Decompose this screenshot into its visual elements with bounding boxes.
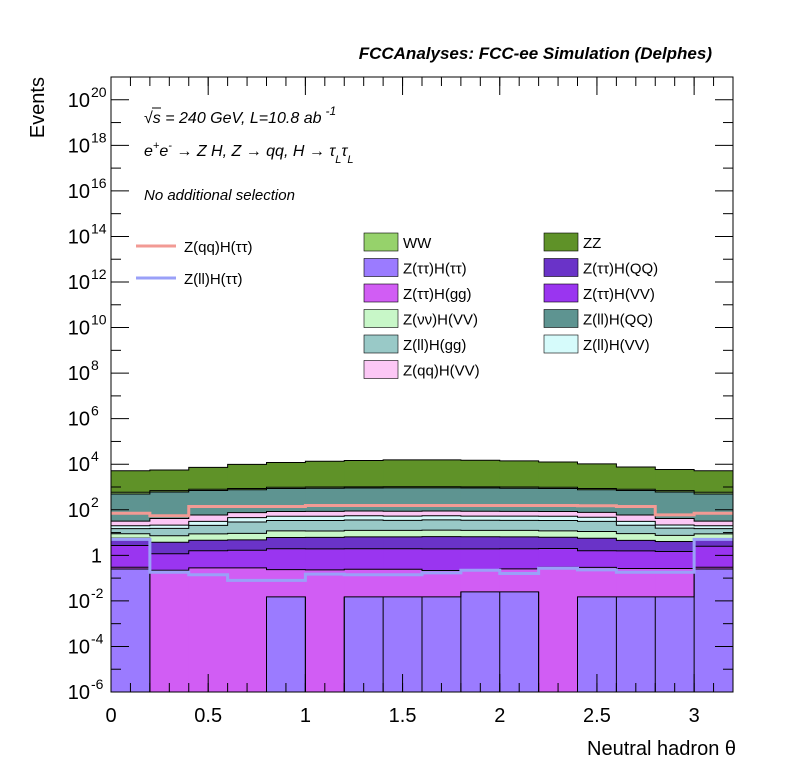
annotation-selection: No additional selection: [144, 187, 295, 204]
y-tick-exponent: 4: [91, 448, 99, 464]
stack-outline: [111, 566, 733, 572]
legend-swatch: [363, 360, 399, 379]
y-tick-exponent: 10: [91, 312, 107, 328]
stack-outline: [111, 486, 733, 493]
legend-label: Z(ττ)H(QQ): [583, 261, 658, 278]
overlay-line: [111, 503, 733, 518]
stack-bar: [460, 591, 501, 692]
legend-swatch: [543, 258, 579, 277]
y-tick-label: 10: [68, 636, 90, 658]
legend-swatch: [363, 309, 399, 328]
legend-swatch: [363, 283, 399, 303]
y-tick-exponent: 14: [91, 220, 107, 236]
legend-swatch: [363, 334, 399, 354]
legend-label: Z(ll)H(VV): [583, 337, 650, 354]
stack-bar: [305, 569, 345, 692]
stack-outline: [111, 515, 733, 527]
legend-swatch: [543, 334, 579, 354]
y-tick-exponent: 2: [91, 494, 99, 510]
stack-bar: [227, 567, 267, 692]
x-tick-label: 2.5: [583, 705, 611, 727]
x-tick-label: 0.5: [194, 705, 222, 727]
stack-bar: [111, 569, 151, 692]
plot-area: [111, 459, 734, 693]
legend-swatch: [543, 283, 579, 303]
stack-bar: [266, 596, 306, 692]
x-tick-label: 3: [689, 705, 700, 727]
y-tick-exponent: 20: [91, 84, 107, 100]
legend-label: Z(qq)H(VV): [403, 363, 480, 380]
chart-title: FCCAnalyses: FCC-ee Simulation (Delphes): [359, 44, 713, 63]
y-tick-label: 10: [68, 409, 90, 431]
stack-bar: [499, 591, 540, 692]
stack-outline: [111, 459, 733, 472]
legend-label: Z(ll)H(QQ): [583, 312, 653, 329]
annotation-process: e+e- → Z H, Z → qq, H → τLτL: [144, 140, 354, 166]
stack-outline: [111, 510, 733, 522]
legend-label: Z(ττ)H(gg): [403, 286, 472, 303]
y-tick-label: 10: [68, 181, 90, 203]
x-tick-label: 2: [494, 705, 505, 727]
y-tick-label: 10: [68, 500, 90, 522]
y-tick-label: 10: [68, 226, 90, 248]
y-tick-label: 10: [68, 272, 90, 294]
stack-outline: [111, 536, 733, 543]
legend-label: Z(ττ)H(VV): [583, 286, 655, 303]
y-tick-exponent: -2: [91, 585, 104, 601]
legend-label: Z(qq)H(ττ): [184, 239, 253, 256]
stack-bar: [344, 596, 384, 692]
legend-label: ZZ: [583, 235, 601, 252]
y-tick-label: 10: [68, 454, 90, 476]
stack-outline: [111, 529, 733, 537]
y-tick-label: 10: [68, 363, 90, 385]
stack-bar: [655, 596, 695, 692]
legend-label: Z(ll)H(ττ): [184, 271, 243, 288]
overlay-line: [111, 537, 733, 582]
legend: Z(qq)H(ττ) Z(ll)H(ττ) WW ZZ Z(ττ)H(ττ) Z(ττ)H…: [136, 232, 658, 380]
stack-bar: [188, 567, 229, 692]
y-tick-exponent: 16: [91, 175, 107, 191]
y-axis-label: Events: [27, 77, 49, 138]
y-tick-label: 10: [68, 682, 90, 704]
x-tick-label: 1: [300, 705, 311, 727]
legend-swatch: [363, 232, 399, 252]
legend-swatch: [543, 232, 579, 252]
y-tick-label: 10: [68, 318, 90, 340]
annotations: √s = 240 GeV, L=10.8 ab -1 e+e- → Z H, Z …: [144, 104, 354, 204]
stack-bar: [422, 596, 462, 692]
y-tick-exponent: 12: [91, 266, 107, 282]
y-tick-exponent: -6: [91, 676, 104, 692]
x-tick-label: 1.5: [389, 705, 417, 727]
y-tick-label: 10: [68, 591, 90, 613]
stack-bar: [149, 570, 190, 692]
stack-outline: [111, 487, 733, 495]
stack-bar: [694, 569, 734, 692]
legend-label: WW: [403, 235, 432, 252]
legend-swatch: [363, 258, 399, 277]
y-tick-label: 10: [68, 90, 90, 112]
y-tick-label: 10: [68, 135, 90, 157]
legend-swatch: [543, 309, 579, 328]
y-tick-exponent: -4: [91, 630, 104, 646]
y-tick-exponent: 8: [91, 357, 99, 373]
legend-label: Z(ττ)H(ττ): [403, 261, 467, 278]
y-tick-label: 1: [91, 545, 102, 567]
stack-outline: [111, 545, 733, 555]
legend-label: Z(νν)H(VV): [403, 312, 478, 329]
y-tick-exponent: 6: [91, 403, 99, 419]
annotation-energy: √s = 240 GeV, L=10.8 ab -1: [144, 104, 336, 127]
legend-label: Z(ll)H(gg): [403, 337, 466, 354]
stack-bar: [538, 567, 578, 692]
stack-bar: [616, 596, 656, 692]
x-tick-label: 0: [105, 705, 116, 727]
stack-outline: [111, 519, 733, 530]
x-axis-label: Neutral hadron θ: [587, 738, 736, 760]
y-tick-exponent: 18: [91, 129, 107, 145]
stack-layer: [111, 568, 734, 693]
